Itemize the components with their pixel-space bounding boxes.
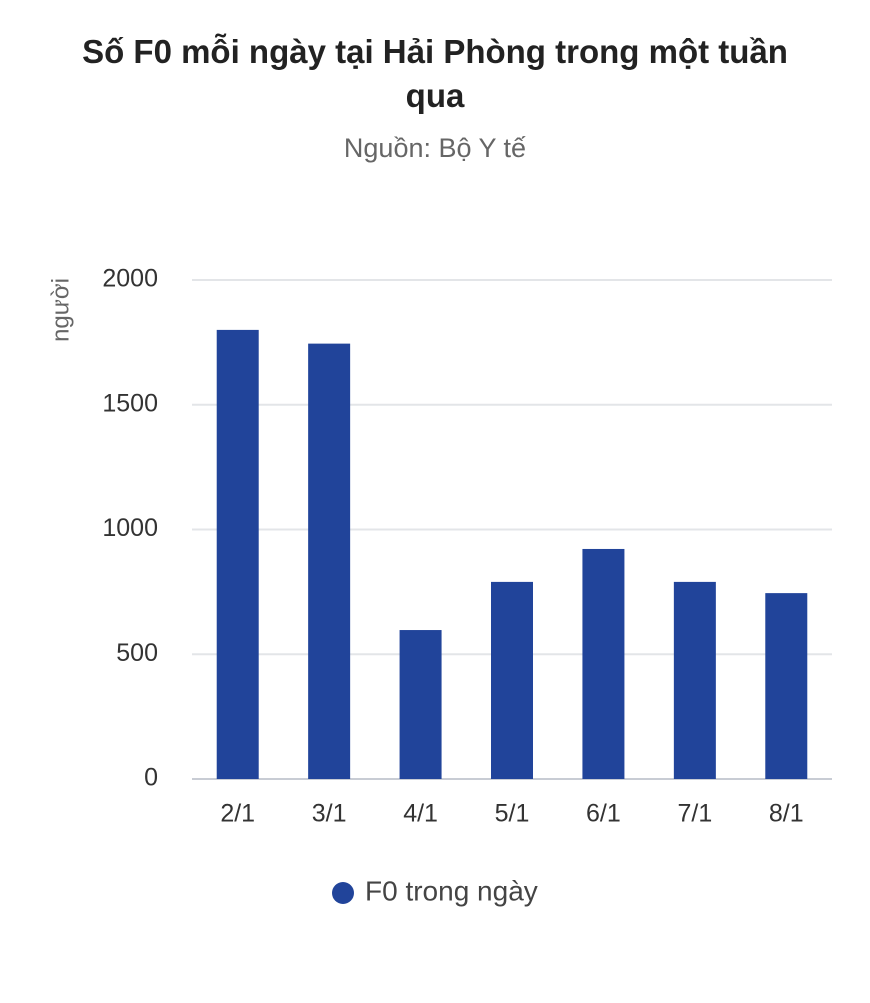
bar [491, 581, 533, 779]
legend-marker [332, 882, 354, 904]
bar [673, 581, 716, 779]
bar [765, 593, 808, 779]
x-tick-label: 3/1 [312, 800, 347, 828]
chart-subtitle: Nguồn: Bộ Y tế [343, 133, 527, 163]
x-tick-label: 8/1 [769, 800, 804, 828]
bar [308, 343, 351, 779]
y-tick-label: 0 [144, 764, 158, 792]
y-tick-label: 2000 [102, 265, 158, 293]
x-tick-label: 4/1 [403, 800, 438, 828]
x-tick-label: 6/1 [586, 800, 621, 828]
bar [216, 329, 259, 779]
x-tick-label: 7/1 [677, 800, 712, 828]
y-tick-label: 1500 [102, 389, 158, 417]
bar [582, 548, 625, 779]
x-tick-label: 2/1 [220, 800, 255, 828]
y-axis-label: người [47, 278, 74, 342]
legend-label: F0 trong ngày [365, 875, 538, 906]
y-tick-label: 500 [116, 639, 158, 667]
y-tick-label: 1000 [102, 514, 158, 542]
bar [399, 630, 442, 779]
chart-title: Số F0 mỗi ngày tại Hải Phòng trong một t… [82, 33, 788, 114]
x-tick-label: 5/1 [495, 800, 530, 828]
